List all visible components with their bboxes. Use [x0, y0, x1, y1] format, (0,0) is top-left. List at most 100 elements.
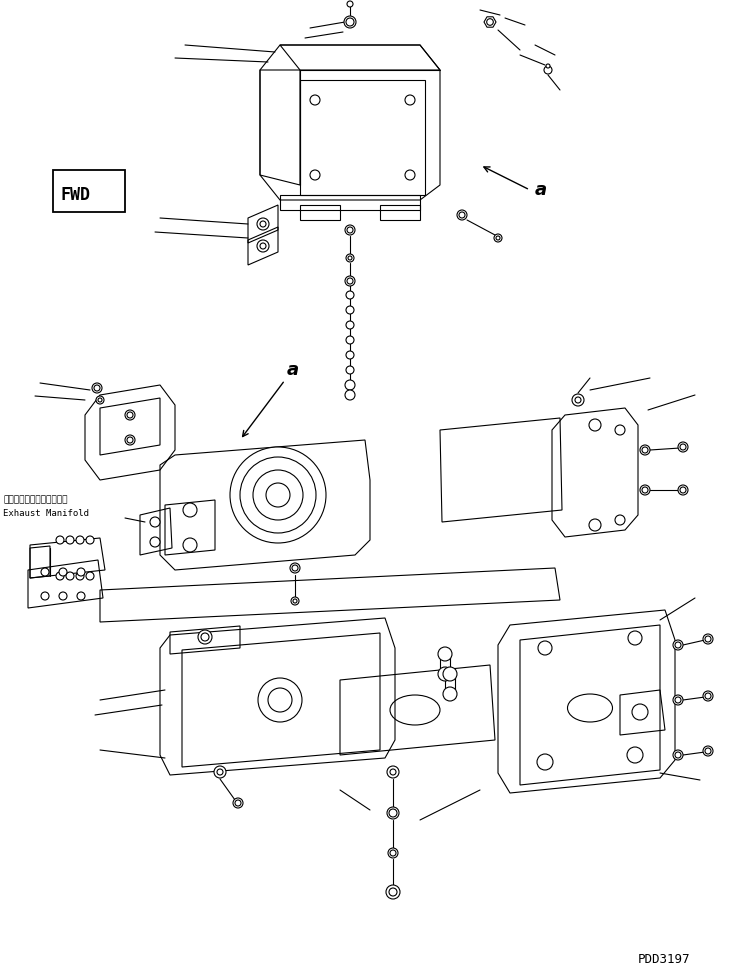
Circle shape	[266, 483, 290, 507]
Circle shape	[673, 750, 683, 760]
Circle shape	[346, 291, 354, 299]
Circle shape	[443, 667, 457, 681]
Circle shape	[92, 383, 102, 393]
Circle shape	[150, 537, 160, 547]
Circle shape	[258, 678, 302, 722]
Circle shape	[628, 631, 642, 645]
Circle shape	[642, 447, 648, 453]
Circle shape	[390, 769, 396, 775]
Circle shape	[345, 276, 355, 286]
Circle shape	[389, 809, 397, 817]
Circle shape	[546, 64, 550, 68]
Circle shape	[544, 66, 552, 74]
Circle shape	[98, 398, 102, 402]
Circle shape	[615, 425, 625, 435]
Circle shape	[268, 688, 292, 712]
Circle shape	[675, 642, 681, 648]
Circle shape	[347, 227, 353, 233]
Circle shape	[346, 306, 354, 314]
Circle shape	[77, 592, 85, 600]
Circle shape	[680, 444, 686, 450]
Circle shape	[125, 435, 135, 445]
Circle shape	[56, 536, 64, 544]
Circle shape	[438, 667, 452, 681]
Circle shape	[390, 850, 396, 856]
Circle shape	[675, 697, 681, 703]
Circle shape	[346, 336, 354, 344]
Circle shape	[260, 243, 266, 249]
Text: エキゾーストマニホールド: エキゾーストマニホールド	[3, 495, 67, 504]
Circle shape	[290, 563, 300, 573]
Circle shape	[310, 95, 320, 105]
Circle shape	[387, 766, 399, 778]
Circle shape	[673, 640, 683, 650]
Circle shape	[59, 568, 67, 576]
Circle shape	[438, 647, 452, 661]
Circle shape	[198, 630, 212, 644]
Text: PDD3197: PDD3197	[638, 953, 690, 966]
Circle shape	[642, 487, 648, 493]
Circle shape	[127, 412, 133, 418]
Circle shape	[183, 538, 197, 552]
Circle shape	[86, 536, 94, 544]
Circle shape	[59, 592, 67, 600]
Circle shape	[538, 641, 552, 655]
Circle shape	[459, 212, 465, 218]
Circle shape	[443, 687, 457, 701]
Circle shape	[230, 447, 326, 543]
Circle shape	[572, 394, 584, 406]
Circle shape	[86, 572, 94, 580]
Circle shape	[217, 769, 223, 775]
Circle shape	[537, 754, 553, 770]
Circle shape	[346, 366, 354, 374]
Circle shape	[346, 321, 354, 329]
Circle shape	[346, 351, 354, 359]
Circle shape	[705, 636, 711, 642]
Circle shape	[703, 634, 713, 644]
Circle shape	[214, 766, 226, 778]
Circle shape	[705, 693, 711, 699]
Circle shape	[405, 95, 415, 105]
Circle shape	[457, 210, 467, 220]
Circle shape	[487, 18, 493, 25]
Circle shape	[346, 254, 354, 262]
Circle shape	[640, 485, 650, 495]
Circle shape	[680, 487, 686, 493]
Circle shape	[201, 633, 209, 641]
Circle shape	[77, 568, 85, 576]
Circle shape	[66, 536, 74, 544]
Circle shape	[240, 457, 316, 533]
Circle shape	[675, 752, 681, 758]
Circle shape	[346, 18, 354, 26]
Circle shape	[293, 599, 297, 603]
Circle shape	[387, 807, 399, 819]
Text: FWD: FWD	[60, 186, 90, 204]
Circle shape	[615, 515, 625, 525]
Circle shape	[235, 800, 241, 806]
Circle shape	[627, 747, 643, 763]
Circle shape	[703, 691, 713, 701]
Circle shape	[257, 240, 269, 252]
Circle shape	[183, 503, 197, 517]
Circle shape	[76, 536, 84, 544]
Circle shape	[41, 592, 49, 600]
Circle shape	[589, 519, 601, 531]
Circle shape	[640, 445, 650, 455]
Text: a: a	[287, 361, 299, 379]
Text: a: a	[535, 181, 547, 199]
Circle shape	[310, 170, 320, 180]
Circle shape	[345, 225, 355, 235]
Circle shape	[673, 695, 683, 705]
Circle shape	[345, 390, 355, 400]
Circle shape	[703, 746, 713, 756]
Circle shape	[257, 218, 269, 230]
Circle shape	[66, 572, 74, 580]
Circle shape	[94, 385, 100, 391]
Text: Exhaust Manifold: Exhaust Manifold	[3, 509, 89, 518]
Circle shape	[678, 442, 688, 452]
Circle shape	[291, 597, 299, 605]
Circle shape	[589, 419, 601, 431]
Circle shape	[292, 565, 298, 571]
Circle shape	[496, 236, 500, 240]
Circle shape	[233, 798, 243, 808]
